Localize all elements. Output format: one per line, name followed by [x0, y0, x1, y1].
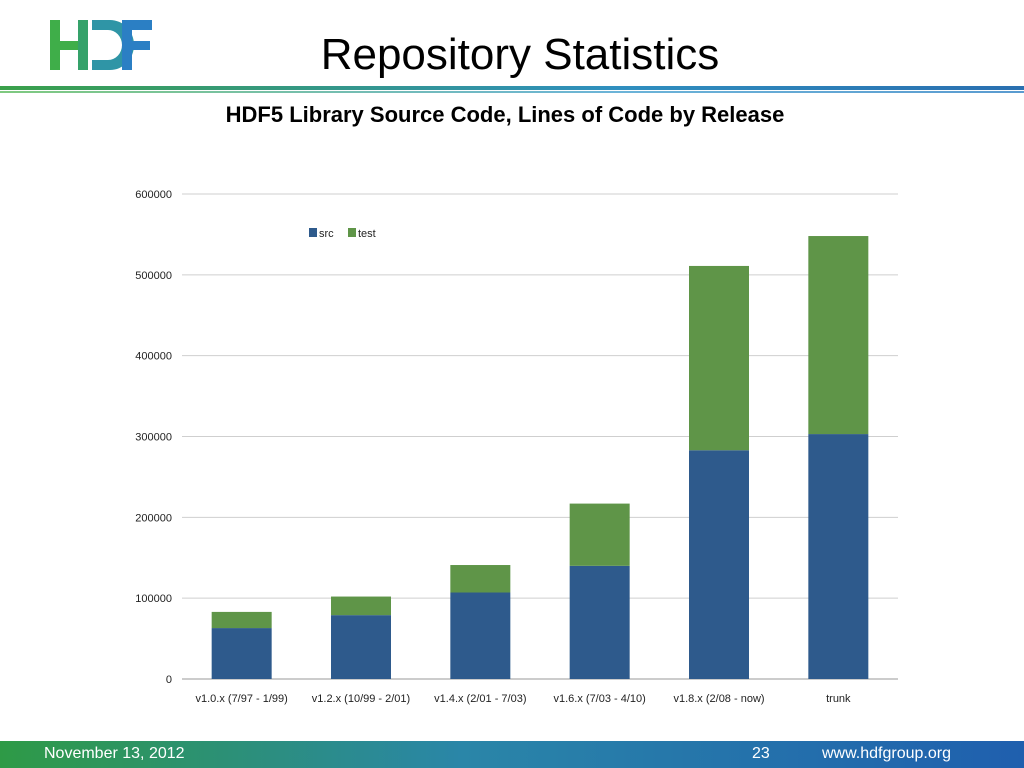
bar-test	[689, 265, 749, 451]
x-tick-label: trunk	[826, 693, 851, 705]
y-tick-label: 600000	[135, 189, 172, 201]
bar-src	[450, 592, 511, 679]
legend-swatch	[309, 228, 317, 237]
y-tick-label: 200000	[135, 512, 172, 524]
bar-test	[211, 611, 272, 629]
bar-test	[569, 503, 630, 566]
x-tick-label: v1.2.x (10/99 - 2/01)	[312, 693, 410, 705]
footer-bar: November 13, 2012 23 www.hdfgroup.org	[0, 741, 1024, 768]
x-tick-label: v1.8.x (2/08 - now)	[673, 693, 764, 705]
y-tick-label: 400000	[135, 351, 172, 363]
x-tick-label: v1.0.x (7/97 - 1/99)	[196, 693, 288, 705]
legend-label: test	[358, 228, 376, 240]
bar-src	[689, 450, 749, 679]
footer-url: www.hdfgroup.org	[822, 745, 951, 762]
bar-src	[569, 565, 630, 679]
bar-src	[808, 434, 869, 679]
y-tick-label: 100000	[135, 593, 172, 605]
bar-src	[211, 628, 272, 679]
y-tick-label: 300000	[135, 432, 172, 444]
x-tick-label: v1.4.x (2/01 - 7/03)	[434, 693, 526, 705]
y-tick-label: 500000	[135, 270, 172, 282]
bar-test	[331, 596, 391, 616]
legend-swatch	[348, 228, 356, 237]
bar-test	[450, 565, 511, 593]
legend-label: src	[319, 228, 334, 240]
footer-page-number: 23	[752, 745, 770, 762]
x-tick-label: v1.6.x (7/03 - 4/10)	[554, 693, 646, 705]
hdf-logo	[50, 20, 152, 70]
header-rule-thin	[0, 91, 1024, 93]
header-rule	[0, 86, 1024, 90]
bar-test	[808, 236, 869, 435]
y-tick-label: 0	[166, 674, 172, 686]
footer-date: November 13, 2012	[44, 745, 185, 762]
bar-src	[331, 615, 391, 679]
chart-title: HDF5 Library Source Code, Lines of Code …	[225, 102, 785, 127]
slide-title: Repository Statistics	[320, 30, 720, 79]
bar-chart: 0 100000 200000 300000 400000 500000 600000 v1.…	[135, 189, 898, 705]
